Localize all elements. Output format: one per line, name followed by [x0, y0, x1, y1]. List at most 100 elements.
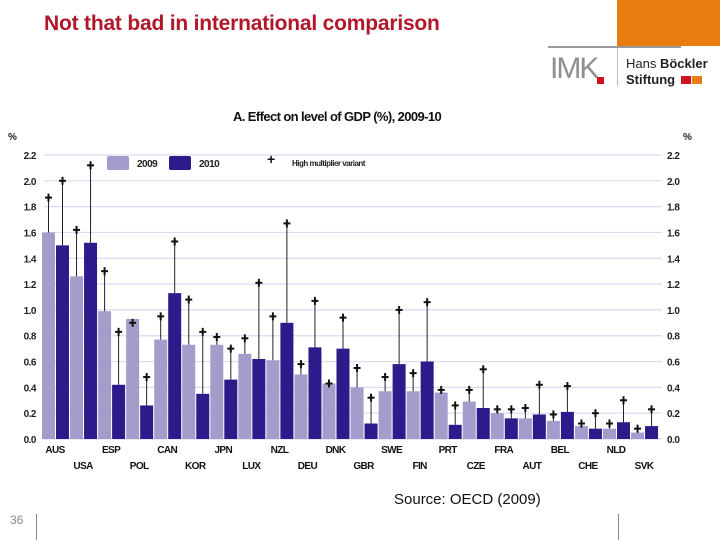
x-tick-label: SWE	[381, 445, 403, 456]
y-tick-label-right: 0.2	[667, 409, 680, 420]
y-tick-label-left: 0.0	[24, 435, 37, 446]
y-tick-label-right: 0.8	[667, 332, 680, 343]
bar-2009-svk	[631, 432, 645, 439]
page-number: 36	[10, 513, 24, 527]
bar-2009-esp	[98, 311, 112, 439]
x-tick-label: ESP	[102, 445, 121, 456]
x-tick-label: AUT	[522, 461, 541, 472]
hbs-logo-line1: Hans Böckler	[626, 56, 708, 71]
legend-label-2009: 2009	[137, 159, 158, 170]
x-tick-label: DEU	[298, 461, 318, 472]
y-tick-label-left: 0.4	[24, 383, 37, 394]
bar-2009-aus	[42, 232, 55, 439]
bar-2010-deu	[308, 347, 322, 439]
bar-2009-lux	[238, 353, 252, 439]
bar-2009-dnk	[322, 383, 336, 439]
y-tick-label-left: 1.2	[24, 280, 37, 291]
legend-swatch-2009	[107, 156, 129, 170]
gdp-effect-chart: A. Effect on level of GDP (%), 2009-10 %…	[8, 109, 692, 472]
x-tick-label: FRA	[494, 445, 513, 456]
bar-2010-gbr	[364, 423, 378, 439]
brand-orange-block	[617, 0, 720, 46]
imk-logo-dot	[597, 77, 604, 84]
y-tick-label-left: 2.0	[24, 177, 37, 188]
y-tick-label-right: 1.8	[667, 203, 680, 214]
y-tick-label-right: 2.0	[667, 177, 680, 188]
bar-2009-nld	[603, 428, 616, 439]
x-tick-label: AUS	[45, 445, 65, 456]
bar-2010-aus	[56, 245, 69, 439]
bar-2010-usa	[84, 242, 98, 439]
y-tick-label-right: 1.6	[667, 228, 680, 239]
x-tick-label: BEL	[551, 445, 570, 456]
bar-2010-swe	[392, 364, 406, 439]
legend-label-high-multiplier: High multiplier variant	[292, 159, 366, 168]
y-tick-label-left: 0.2	[24, 409, 37, 420]
y-axis-label-right: %	[683, 132, 692, 143]
imk-logo: IMK	[550, 52, 599, 85]
y-ticks-left: 0.0 0.2 0.4 0.6 0.8 1.0 1.2 1.4 1.6 1.8 2.0 2.2	[24, 151, 38, 446]
bar-2009-kor	[182, 344, 196, 439]
y-axis-label-left: %	[8, 132, 17, 143]
bar-2010-jpn	[224, 379, 238, 439]
logo-divider-horizontal	[548, 46, 681, 48]
y-tick-label-left: 1.6	[24, 228, 37, 239]
legend-swatch-2010	[169, 156, 191, 170]
bar-2010-esp	[112, 384, 126, 439]
x-tick-label: SVK	[635, 461, 655, 472]
x-tick-label: LUX	[242, 461, 261, 472]
x-tick-label: JPN	[214, 445, 232, 456]
bar-2010-svk	[645, 426, 659, 439]
bar-2009-swe	[378, 391, 392, 439]
logo-divider-vertical	[617, 48, 618, 86]
bar-2009-fin	[406, 391, 420, 439]
y-tick-label-right: 0.4	[667, 383, 680, 394]
bar-2010-prt	[448, 424, 462, 439]
bar-2009-gbr	[350, 387, 364, 439]
x-tick-labels: AUS USA ESP POL CAN KOR JPN LUX NZL DEU DNK GBR SWE F…	[45, 445, 655, 472]
bar-2010-fin	[420, 361, 434, 439]
y-tick-label-left: 1.0	[24, 306, 37, 317]
bar-2010-bel	[560, 411, 574, 439]
bar-2009-prt	[434, 392, 448, 439]
hbs-logo-line2: Stiftung	[626, 72, 676, 87]
bar-2009-pol	[126, 318, 140, 439]
slide-title: Not that bad in international comparison	[44, 12, 440, 35]
bar-2010-can	[168, 293, 182, 439]
bar-2009-fra	[490, 413, 504, 439]
hbs-logo-orange-square	[692, 76, 702, 84]
x-tick-label: NLD	[607, 445, 626, 456]
x-tick-label: USA	[73, 461, 93, 472]
x-tick-label: POL	[130, 461, 149, 472]
bar-2010-fra	[504, 418, 518, 439]
legend-marker-plus: +	[267, 151, 275, 167]
bar-2010-aut	[532, 414, 546, 439]
y-tick-label-right: 0.6	[667, 358, 680, 369]
x-tick-label: FIN	[412, 461, 427, 472]
bar-2009-aut	[518, 418, 532, 439]
footer-divider-left	[36, 514, 37, 540]
bars	[42, 232, 659, 439]
y-tick-label-left: 1.8	[24, 203, 37, 214]
legend-label-2010: 2010	[199, 159, 220, 170]
bar-2009-deu	[294, 374, 308, 439]
bar-2010-nld	[617, 422, 630, 439]
bar-2010-kor	[196, 393, 210, 439]
x-tick-label: GBR	[353, 461, 375, 472]
x-tick-label: PRT	[439, 445, 458, 456]
bar-2010-dnk	[336, 348, 350, 439]
x-tick-label: CHE	[578, 461, 598, 472]
x-tick-label: DNK	[326, 445, 347, 456]
legend: 2009 2010 + High multiplier variant	[107, 151, 366, 170]
y-tick-label-left: 1.4	[24, 254, 37, 265]
y-tick-label-left: 0.8	[24, 332, 37, 343]
bar-2010-che	[588, 428, 602, 439]
source-note: Source: OECD (2009)	[394, 491, 541, 508]
y-tick-label-right: 1.4	[667, 254, 680, 265]
chart-title: A. Effect on level of GDP (%), 2009-10	[233, 109, 442, 124]
bar-2010-nzl	[280, 322, 294, 439]
y-tick-label-left: 0.6	[24, 358, 37, 369]
bar-2009-can	[154, 339, 168, 439]
x-tick-label: CAN	[157, 445, 177, 456]
footer-divider-right	[618, 514, 619, 540]
